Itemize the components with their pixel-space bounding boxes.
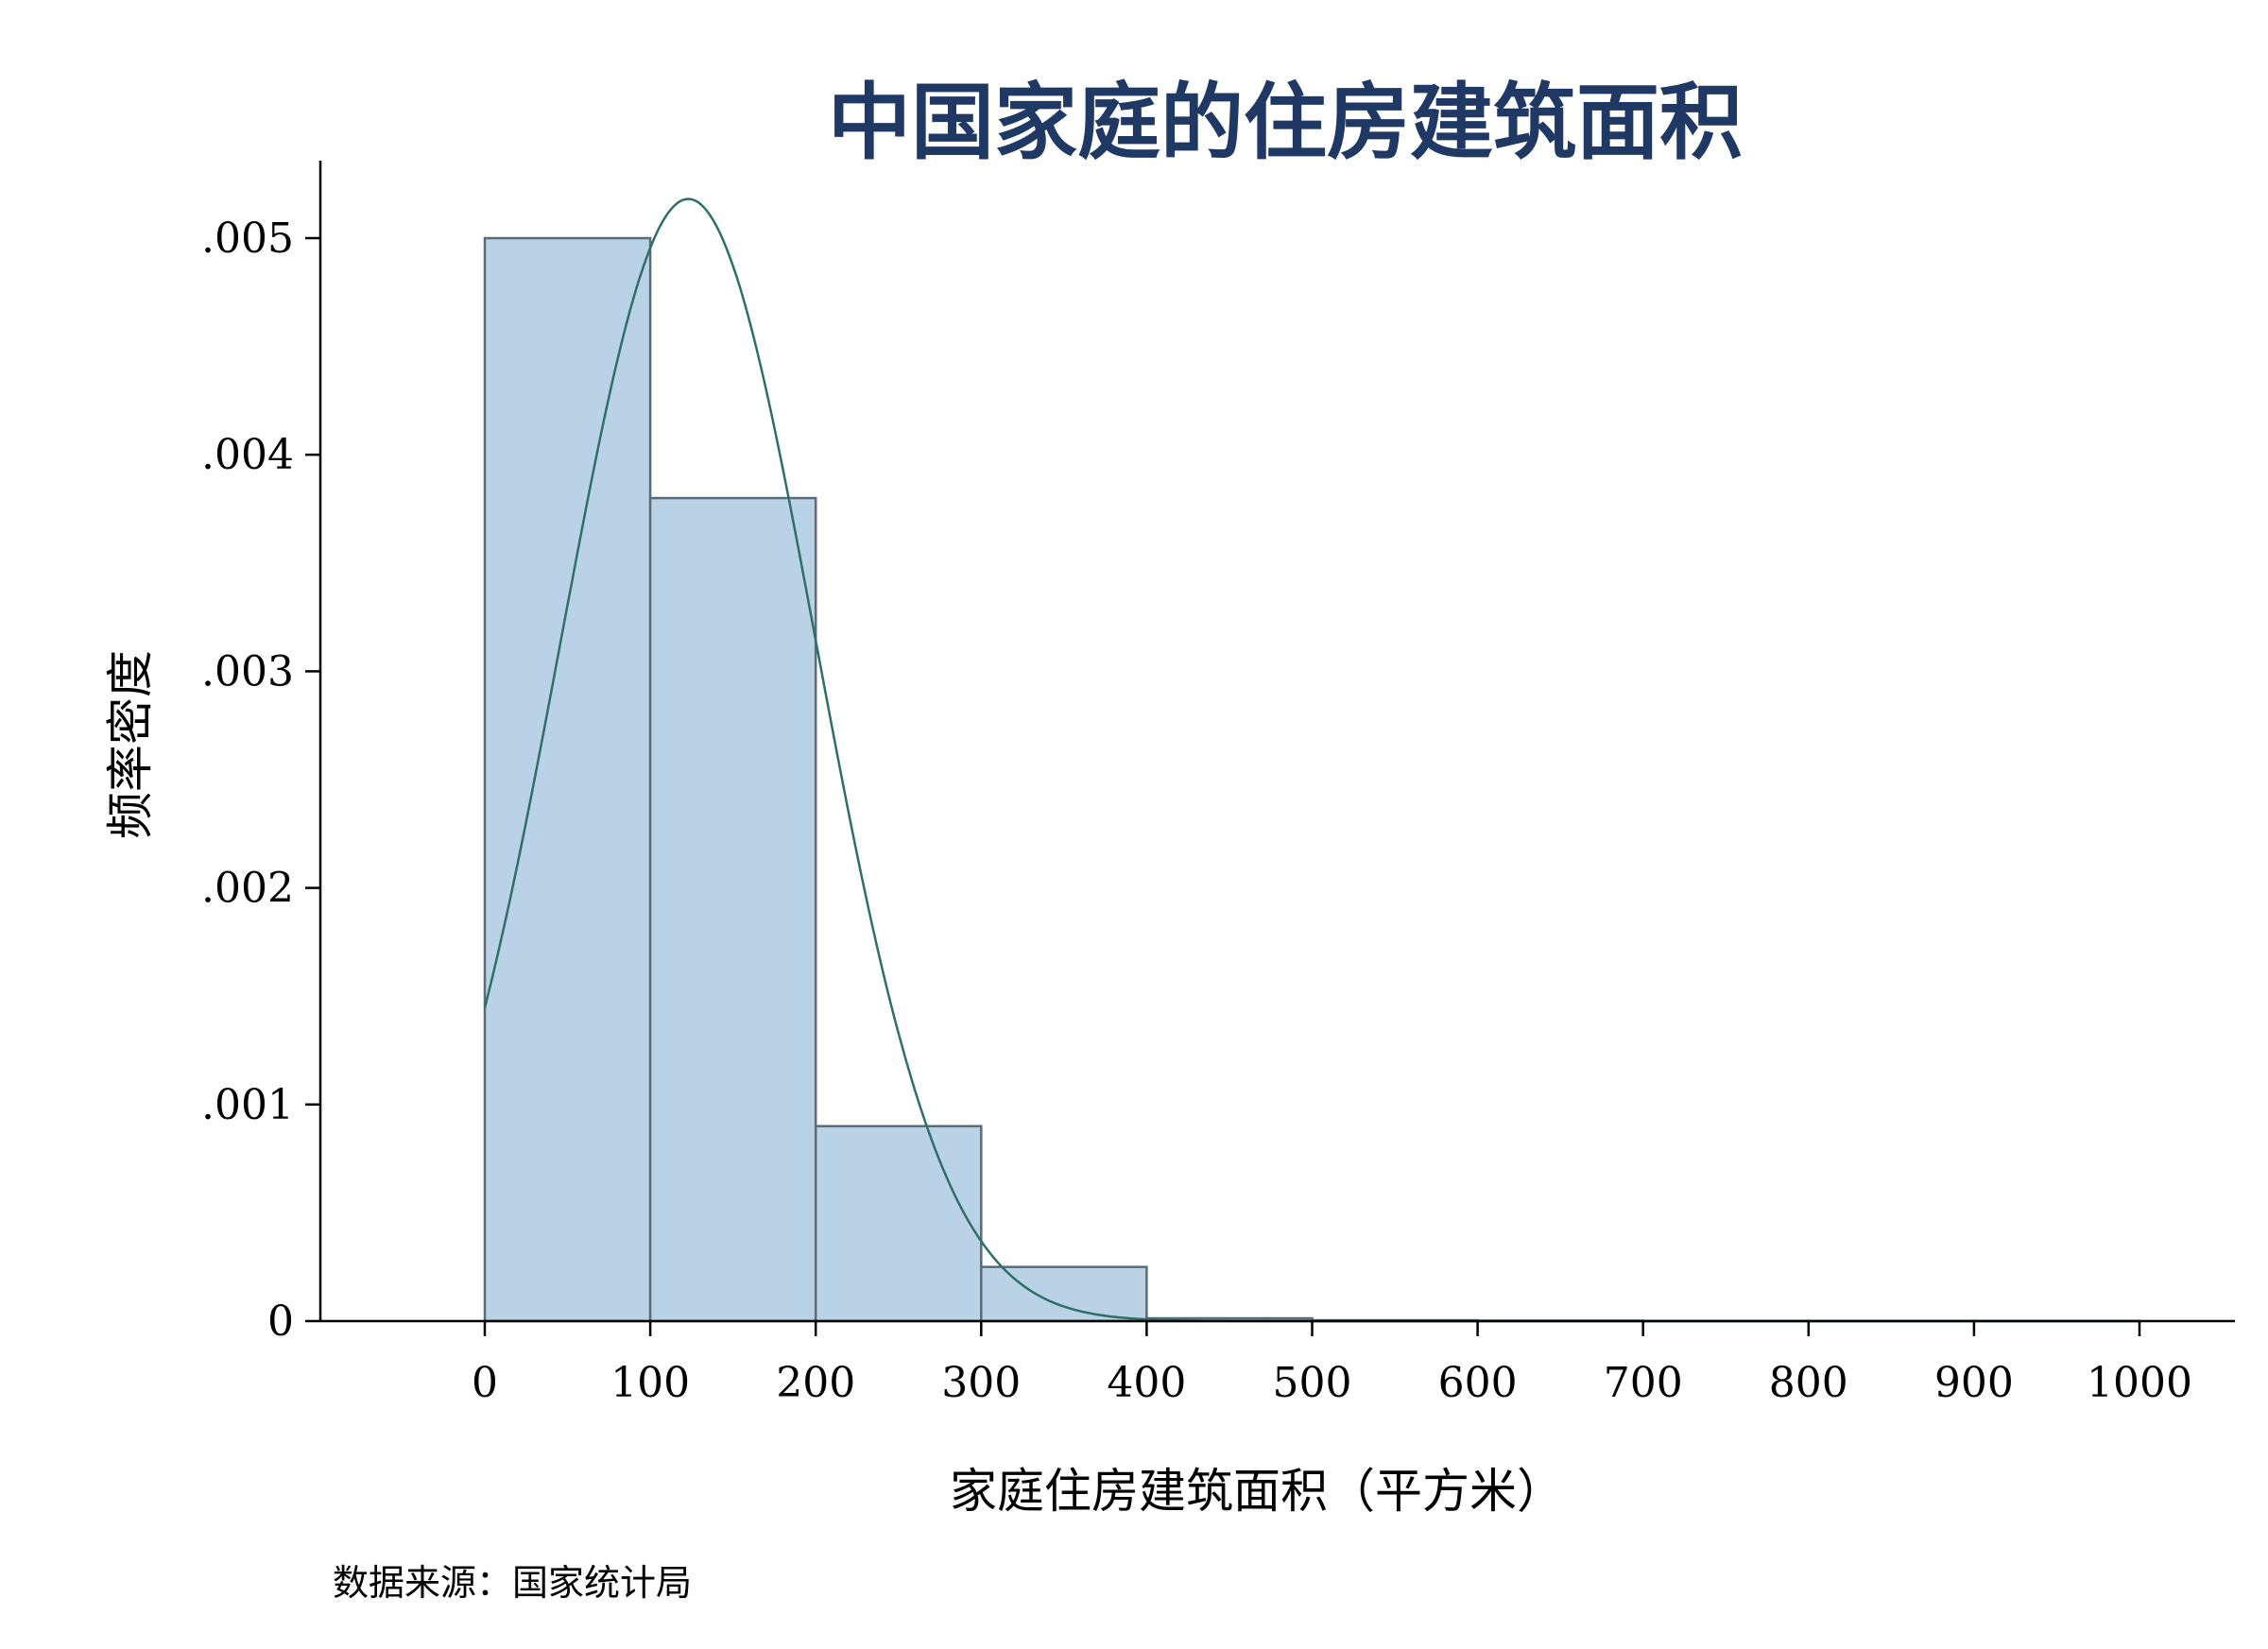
histogram-bars [483, 236, 2141, 1323]
x-axis-label: 家庭住房建筑面积（平方米） [950, 1464, 1564, 1519]
y-tick-label: 0 [267, 1297, 294, 1346]
y-tick-label: .004 [201, 431, 294, 479]
histogram-bar-1 [648, 496, 817, 1323]
x-ticks: 0 100 200 300 400 500 600 700 800 900 1000 [472, 1321, 2192, 1407]
x-tick-label: 500 [1273, 1359, 1352, 1407]
y-tick-label: .002 [201, 865, 294, 913]
x-tick-label: 0 [472, 1359, 498, 1407]
y-axis-label: 频率密度 [103, 650, 158, 839]
histogram-bar-3 [980, 1265, 1148, 1323]
x-tick-label: 100 [610, 1359, 690, 1407]
histogram-bar-2 [814, 1125, 983, 1323]
y-tick-label: .001 [201, 1081, 294, 1129]
x-tick-label: 700 [1604, 1359, 1683, 1407]
histogram-bar-0 [483, 236, 652, 1323]
source-note: 数据来源：国家统计局 [333, 1562, 692, 1604]
x-tick-label: 400 [1107, 1359, 1186, 1407]
x-tick-label: 300 [941, 1359, 1021, 1407]
y-ticks: 0 .001 .002 .003 .004 .005 [201, 215, 320, 1346]
y-tick-label: .005 [201, 215, 294, 263]
x-tick-label: 800 [1769, 1359, 1848, 1407]
x-tick-label: 1000 [2087, 1359, 2192, 1407]
x-tick-label: 600 [1438, 1359, 1518, 1407]
x-tick-label: 900 [1934, 1359, 2014, 1407]
chart-title: 中国家庭的住房建筑面积 [828, 73, 1743, 171]
x-tick-label: 200 [776, 1359, 855, 1407]
y-tick-label: .003 [201, 647, 294, 696]
